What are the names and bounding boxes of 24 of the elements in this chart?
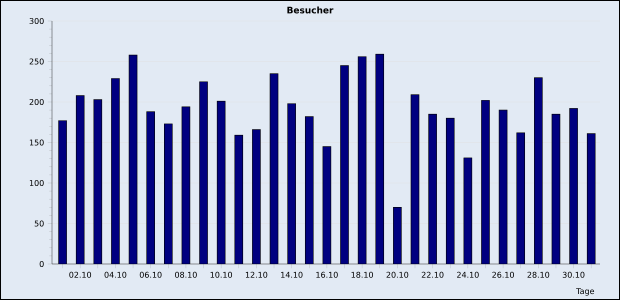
bar: [446, 118, 454, 264]
bar: [234, 135, 243, 264]
bar: [499, 110, 508, 264]
bar: [570, 108, 578, 264]
bar: [358, 56, 366, 264]
bar: [164, 124, 172, 264]
bar: [586, 133, 596, 264]
bar: [516, 132, 525, 264]
bar: [288, 104, 296, 264]
bar: [534, 78, 542, 264]
bar: [94, 100, 102, 264]
bar: [217, 101, 226, 264]
bar: [305, 116, 314, 264]
bar: [252, 130, 260, 264]
bar: [182, 106, 190, 264]
bar: [376, 54, 384, 264]
bar: [76, 96, 84, 264]
bar: [146, 112, 155, 264]
bar: [464, 158, 472, 264]
bar: [393, 207, 402, 264]
bar: [428, 114, 437, 264]
chart-title: Besucher: [287, 6, 334, 14]
bar: [58, 120, 67, 264]
bar: [322, 146, 331, 264]
